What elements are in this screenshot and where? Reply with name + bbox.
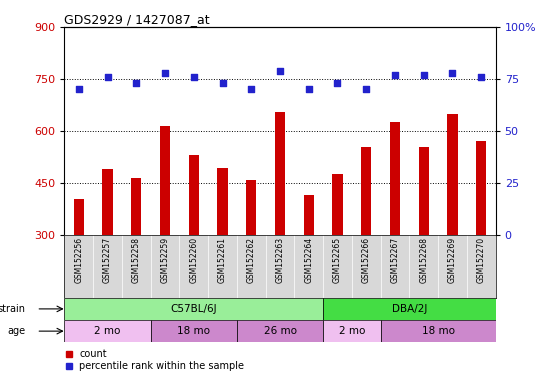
Text: 2 mo: 2 mo <box>339 326 365 336</box>
Text: GSM152259: GSM152259 <box>161 237 170 283</box>
Text: GSM152257: GSM152257 <box>103 237 112 283</box>
Text: 2 mo: 2 mo <box>94 326 121 336</box>
Text: GSM152267: GSM152267 <box>390 237 399 283</box>
Text: GSM152263: GSM152263 <box>276 237 284 283</box>
Point <box>477 74 486 80</box>
Text: count: count <box>80 349 107 359</box>
Text: percentile rank within the sample: percentile rank within the sample <box>80 361 245 371</box>
Bar <box>419 147 429 339</box>
Bar <box>189 156 199 339</box>
Text: GSM152270: GSM152270 <box>477 237 486 283</box>
Point <box>218 80 227 86</box>
Text: GSM152258: GSM152258 <box>132 237 141 283</box>
Bar <box>74 199 84 339</box>
Bar <box>131 178 141 339</box>
Bar <box>102 169 113 339</box>
Text: GSM152265: GSM152265 <box>333 237 342 283</box>
Bar <box>323 298 496 320</box>
Text: 26 mo: 26 mo <box>264 326 296 336</box>
Point <box>304 86 313 93</box>
Bar <box>217 167 227 339</box>
Bar <box>323 320 381 342</box>
Text: GDS2929 / 1427087_at: GDS2929 / 1427087_at <box>64 13 210 26</box>
Point <box>74 86 83 93</box>
Bar <box>476 141 486 339</box>
Bar <box>447 114 458 339</box>
Text: GSM152268: GSM152268 <box>419 237 428 283</box>
Bar <box>275 112 285 339</box>
Point <box>276 68 284 74</box>
Point <box>247 86 256 93</box>
Point <box>161 70 170 76</box>
Text: GSM152269: GSM152269 <box>448 237 457 283</box>
Point <box>362 86 371 93</box>
Bar <box>64 298 323 320</box>
Bar <box>151 320 237 342</box>
Text: GSM152266: GSM152266 <box>362 237 371 283</box>
Text: age: age <box>7 326 26 336</box>
Bar <box>237 320 323 342</box>
Text: GSM152264: GSM152264 <box>304 237 313 283</box>
Point <box>103 74 112 80</box>
Text: GSM152261: GSM152261 <box>218 237 227 283</box>
Bar <box>390 122 400 339</box>
Bar <box>361 147 371 339</box>
Text: GSM152262: GSM152262 <box>247 237 256 283</box>
Bar <box>333 174 343 339</box>
Bar <box>381 320 496 342</box>
Text: 18 mo: 18 mo <box>422 326 455 336</box>
Point <box>419 72 428 78</box>
Bar <box>304 195 314 339</box>
Text: GSM152260: GSM152260 <box>189 237 198 283</box>
Text: C57BL/6J: C57BL/6J <box>170 304 217 314</box>
Point <box>390 72 399 78</box>
Bar <box>64 320 151 342</box>
Point <box>132 80 141 86</box>
Point <box>189 74 198 80</box>
Text: 18 mo: 18 mo <box>178 326 210 336</box>
Bar <box>246 180 256 339</box>
Text: strain: strain <box>0 304 26 314</box>
Text: DBA/2J: DBA/2J <box>391 304 427 314</box>
Point <box>333 80 342 86</box>
Point <box>448 70 457 76</box>
Text: GSM152256: GSM152256 <box>74 237 83 283</box>
Bar <box>160 126 170 339</box>
